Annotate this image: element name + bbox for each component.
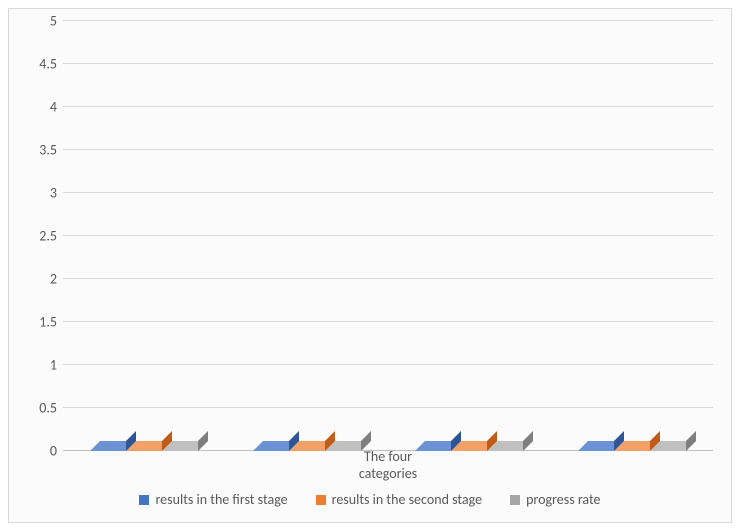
plot-area: 00.511.522.533.544.55 The four categorie… <box>21 21 713 479</box>
bar-side <box>198 431 208 451</box>
y-tick-label: 0.5 <box>39 400 57 417</box>
y-tick-label: 2 <box>50 271 57 288</box>
y-tick-label: 4.5 <box>39 56 57 73</box>
legend-label: progress rate <box>526 491 600 508</box>
y-tick-label: 4 <box>50 99 57 116</box>
legend-swatch <box>316 495 326 505</box>
y-tick-label: 1 <box>50 357 57 374</box>
y-tick-label: 3.5 <box>39 142 57 159</box>
chart-container: 0 0.5 1 1.5 2 2.5 3 3.5 4 4.5 5 The four categorie… <box>0 0 740 531</box>
legend-swatch <box>139 495 149 505</box>
legend-item-progress: progress rate <box>510 491 600 508</box>
x-axis-label-line2: categories <box>359 465 417 482</box>
x-axis-label: The four categories <box>63 449 713 483</box>
y-tick-label: 0 <box>50 443 57 460</box>
legend-item-first: results in the first stage <box>139 491 287 508</box>
x-axis-label-line1: The four <box>364 448 412 465</box>
y-tick-label: 1.5 <box>39 314 57 331</box>
y-tick-label: 5 <box>50 13 57 30</box>
legend-label: results in the first stage <box>155 491 287 508</box>
y-axis: 00.511.522.533.544.55 <box>21 21 63 451</box>
bars-area <box>63 21 713 451</box>
legend-label: results in the second stage <box>332 491 482 508</box>
y-tick-label: 3 <box>50 185 57 202</box>
y-tick-label: 2.5 <box>39 228 57 245</box>
bar-side <box>686 431 696 451</box>
bar-side <box>523 431 533 451</box>
legend-swatch <box>510 495 520 505</box>
chart-frame: 0 0.5 1 1.5 2 2.5 3 3.5 4 4.5 5 The four categorie… <box>8 8 732 523</box>
legend: results in the first stage results in the… <box>9 485 731 522</box>
legend-item-second: results in the second stage <box>316 491 482 508</box>
